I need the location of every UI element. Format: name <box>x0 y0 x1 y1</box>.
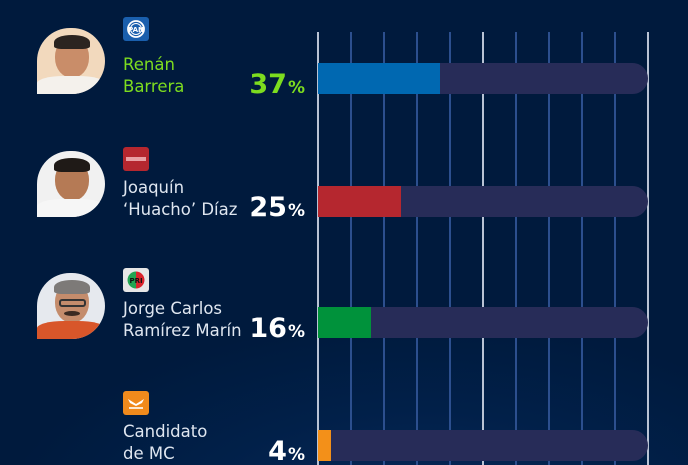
mc-logo-icon <box>123 391 149 415</box>
gridline-0 <box>317 32 319 465</box>
candidate-row-ramirez: PRI Jorge Carlos Ramírez Marín 16% <box>0 0 688 344</box>
bar-fill-mc <box>318 430 332 461</box>
avatar-barrera <box>37 28 105 94</box>
gridline-10 <box>350 32 352 465</box>
svg-text:PAN: PAN <box>128 26 144 34</box>
avatar-ramirez <box>37 273 105 339</box>
bar-fill-barrera <box>318 63 441 94</box>
gridline-20 <box>383 32 385 465</box>
candidate-percentage: 16% <box>249 313 305 344</box>
bar-track <box>318 307 648 338</box>
bar-fill-ramirez <box>318 307 371 338</box>
bar-fill-diaz <box>318 186 401 217</box>
morena-logo-icon <box>123 147 149 171</box>
gridline-80 <box>581 32 583 465</box>
gridline-100 <box>647 32 649 465</box>
candidate-percentage: 4% <box>268 436 305 465</box>
candidate-percentage: 37% <box>249 69 305 100</box>
gridline-60 <box>515 32 517 465</box>
bar-track <box>318 63 648 94</box>
candidate-row-barrera: PAN Renán Barrera 37% <box>0 0 688 110</box>
gridline-30 <box>416 32 418 465</box>
candidate-name: Renán Barrera <box>123 55 185 96</box>
candidate-percentage: 25% <box>249 192 305 223</box>
pri-logo-icon: PRI <box>123 268 149 292</box>
candidate-row-diaz: Joaquín ‘Huacho’ Díaz 25% <box>0 0 688 223</box>
avatar-diaz <box>37 151 105 217</box>
pan-logo-icon: PAN <box>123 17 149 41</box>
candidate-name: Jorge Carlos Ramírez Marín <box>123 299 242 340</box>
gridline-90 <box>614 32 616 465</box>
bar-track <box>318 430 648 461</box>
candidate-name: Candidato de MC <box>123 422 208 463</box>
candidate-name: Joaquín ‘Huacho’ Díaz <box>123 178 238 219</box>
gridline-50 <box>482 32 484 465</box>
gridline-40 <box>449 32 451 465</box>
gridline-70 <box>548 32 550 465</box>
bar-track <box>318 186 648 217</box>
svg-text:PRI: PRI <box>129 277 142 285</box>
